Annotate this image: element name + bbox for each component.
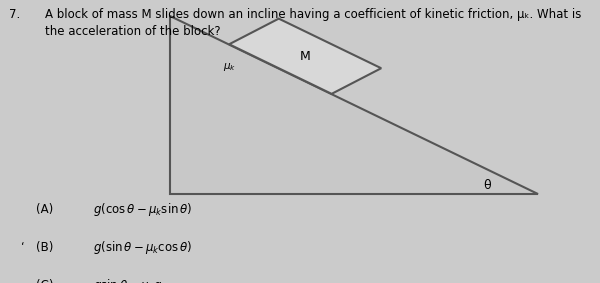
Text: $g\sin\theta - \mu_k g$: $g\sin\theta - \mu_k g$ [93,277,163,283]
Text: $\mu_k$: $\mu_k$ [223,61,236,73]
Text: (C): (C) [36,279,53,283]
Polygon shape [170,16,538,194]
Text: (A): (A) [36,203,53,216]
Text: M: M [300,50,311,63]
Text: θ: θ [483,179,491,192]
Text: (B): (B) [36,241,53,254]
Text: $g(\sin\theta - \mu_k\cos\theta)$: $g(\sin\theta - \mu_k\cos\theta)$ [93,239,193,256]
Text: 7.: 7. [9,8,20,22]
Text: $g(\cos\theta - \mu_k\sin\theta)$: $g(\cos\theta - \mu_k\sin\theta)$ [93,201,193,218]
Text: ‘: ‘ [21,241,25,251]
Polygon shape [229,19,381,94]
Text: A block of mass M slides down an incline having a coefficient of kinetic frictio: A block of mass M slides down an incline… [45,8,581,38]
